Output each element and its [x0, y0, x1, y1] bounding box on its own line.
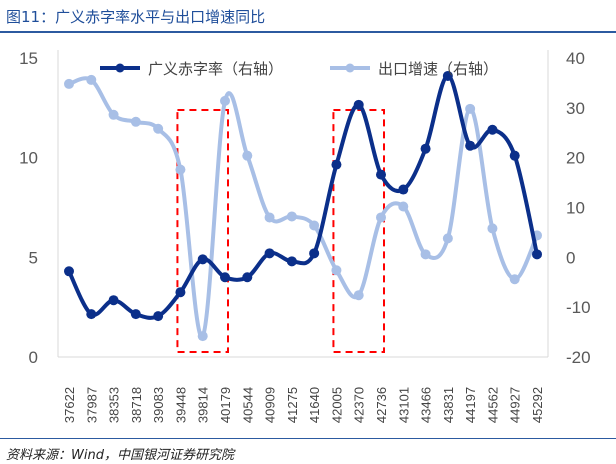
- x-tick-label: 39814: [196, 387, 211, 423]
- x-tick-label: 38718: [129, 387, 144, 423]
- title-divider: [0, 31, 616, 33]
- deficit-point: [242, 272, 253, 283]
- right-tick-label: 10: [566, 199, 585, 218]
- deficit-point: [442, 70, 453, 81]
- right-tick-label: -20: [566, 348, 591, 367]
- left-tick-label: 15: [19, 49, 38, 68]
- deficit-point: [465, 140, 476, 151]
- x-tick-label: 41640: [307, 387, 322, 423]
- x-tick-label: 41275: [285, 387, 300, 423]
- right-tick-label: 40: [566, 49, 585, 68]
- export-point: [331, 265, 342, 276]
- deficit-point: [487, 124, 498, 135]
- chart-title: 图11：广义赤字率水平与出口增速同比: [6, 8, 266, 26]
- deficit-point: [353, 99, 364, 110]
- export-point: [197, 331, 208, 342]
- export-point: [353, 290, 364, 301]
- right-tick-label: 30: [566, 99, 585, 118]
- deficit-point: [264, 248, 275, 259]
- export-point: [153, 123, 164, 134]
- deficit-point: [376, 169, 386, 180]
- x-tick-label: 45292: [530, 387, 545, 423]
- export-point: [309, 220, 320, 231]
- deficit-point: [197, 254, 208, 265]
- x-tick-label: 44197: [463, 387, 478, 423]
- export-point: [420, 249, 431, 260]
- export-point: [220, 95, 230, 106]
- deficit-point: [64, 266, 74, 277]
- highlight-box: [176, 109, 230, 353]
- deficit-point: [331, 159, 342, 170]
- x-tick-label: 40544: [240, 387, 255, 423]
- legend-deficit-marker: [115, 63, 125, 73]
- x-tick-label: 42005: [329, 387, 344, 423]
- x-tick-label: 40909: [263, 387, 278, 423]
- x-tick-label: 40179: [218, 387, 233, 423]
- export-point: [242, 150, 253, 161]
- right-tick-label: -10: [566, 298, 591, 317]
- left-tick-label: 10: [19, 149, 38, 168]
- deficit-point: [509, 150, 520, 161]
- x-tick-label: 39448: [173, 387, 188, 423]
- deficit-point: [398, 184, 409, 195]
- source-note: 资料来源：Wind，中国银河证券研究院: [6, 448, 234, 463]
- deficit-point: [532, 249, 542, 260]
- deficit-point: [220, 272, 230, 283]
- export-point: [398, 201, 409, 212]
- chart: 0 5 10 15 -20 -10 0 10 20 30 40 37622 37987 38353 3871…: [19, 49, 591, 423]
- legend-export-label: 出口增速（右轴）: [378, 60, 498, 78]
- x-tick-label: 43466: [419, 387, 434, 423]
- deficit-point: [175, 287, 186, 298]
- export-point: [175, 164, 186, 175]
- right-tick-label: 0: [566, 248, 575, 267]
- export-point: [509, 274, 520, 285]
- highlight-box: [332, 109, 385, 353]
- deficit-point: [130, 309, 141, 320]
- export-point: [286, 211, 297, 222]
- x-tick-label: 43101: [396, 387, 411, 423]
- x-tick-label: 38353: [107, 387, 122, 423]
- left-tick-label: 5: [29, 248, 38, 267]
- export-point: [442, 233, 453, 244]
- x-tick-label: 43831: [441, 387, 456, 423]
- x-tick-label: 37622: [62, 387, 77, 423]
- export-point: [64, 78, 74, 89]
- right-tick-label: 20: [566, 149, 585, 168]
- x-tick-label: 44562: [485, 387, 500, 423]
- x-tick-label: 44927: [508, 387, 523, 423]
- deficit-point: [108, 295, 119, 306]
- left-tick-label: 0: [29, 348, 38, 367]
- export-point: [130, 116, 141, 127]
- export-point: [264, 212, 275, 223]
- export-point: [86, 74, 97, 85]
- export-point: [108, 109, 119, 120]
- export-series-line: [68, 76, 539, 339]
- legend-export-marker: [345, 63, 355, 73]
- deficit-point: [153, 311, 164, 322]
- export-point: [487, 223, 498, 234]
- legend-deficit-label: 广义赤字率（右轴）: [148, 60, 283, 78]
- deficit-point: [309, 248, 320, 259]
- export-point: [465, 103, 476, 114]
- x-tick-label: 37987: [84, 387, 99, 423]
- x-tick-label: 42370: [352, 387, 367, 423]
- x-tick-label: 39083: [151, 387, 166, 423]
- deficit-point: [86, 309, 97, 320]
- x-tick-label: 42736: [374, 387, 389, 423]
- export-point: [376, 212, 386, 223]
- footer-divider: [0, 438, 616, 439]
- deficit-point: [286, 256, 297, 267]
- deficit-point: [420, 143, 431, 154]
